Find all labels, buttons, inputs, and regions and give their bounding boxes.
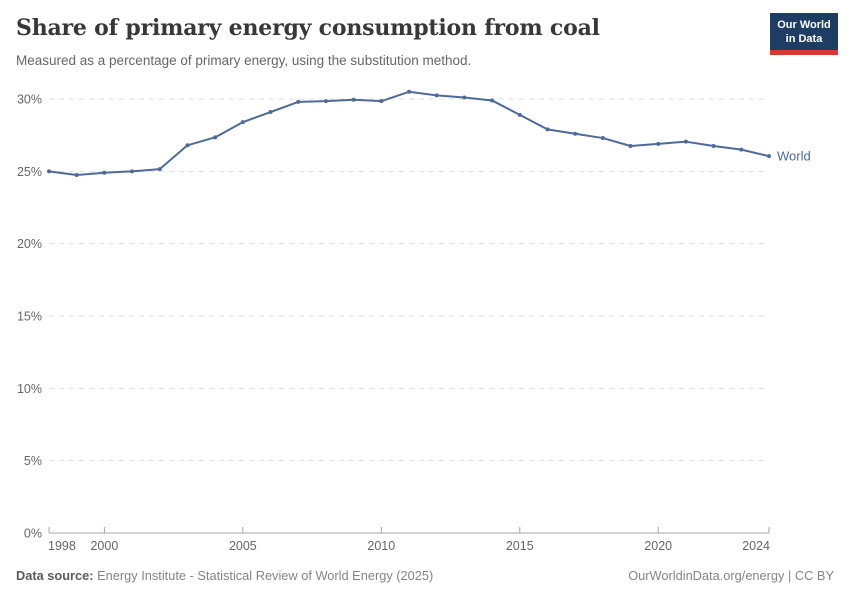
svg-text:2024: 2024: [742, 539, 770, 553]
svg-text:2000: 2000: [90, 539, 118, 553]
chart-footer: Data source: Energy Institute - Statisti…: [16, 568, 834, 583]
owid-logo[interactable]: Our World in Data: [770, 13, 838, 55]
credit-link[interactable]: OurWorldinData.org/energy | CC BY: [628, 568, 834, 583]
owid-logo-line1: Our World: [777, 19, 831, 31]
svg-text:25%: 25%: [17, 165, 42, 179]
svg-text:30%: 30%: [17, 93, 42, 107]
svg-text:20%: 20%: [17, 237, 42, 251]
svg-text:0%: 0%: [24, 527, 42, 541]
svg-text:5%: 5%: [24, 454, 42, 468]
chart-subtitle: Measured as a percentage of primary ener…: [16, 53, 472, 68]
series-end-label: World: [777, 149, 811, 164]
svg-text:2015: 2015: [506, 539, 534, 553]
data-source-text: Data source: Energy Institute - Statisti…: [16, 568, 433, 583]
svg-text:2005: 2005: [229, 539, 257, 553]
data-source-value: Energy Institute - Statistical Review of…: [97, 568, 434, 583]
svg-text:15%: 15%: [17, 310, 42, 324]
svg-text:2010: 2010: [367, 539, 395, 553]
page-title: Share of primary energy consumption from…: [16, 15, 600, 41]
data-source-label: Data source:: [16, 568, 94, 583]
svg-text:10%: 10%: [17, 382, 42, 396]
svg-text:1998: 1998: [48, 539, 76, 553]
svg-text:2020: 2020: [644, 539, 672, 553]
owid-logo-line2: in Data: [785, 33, 823, 45]
